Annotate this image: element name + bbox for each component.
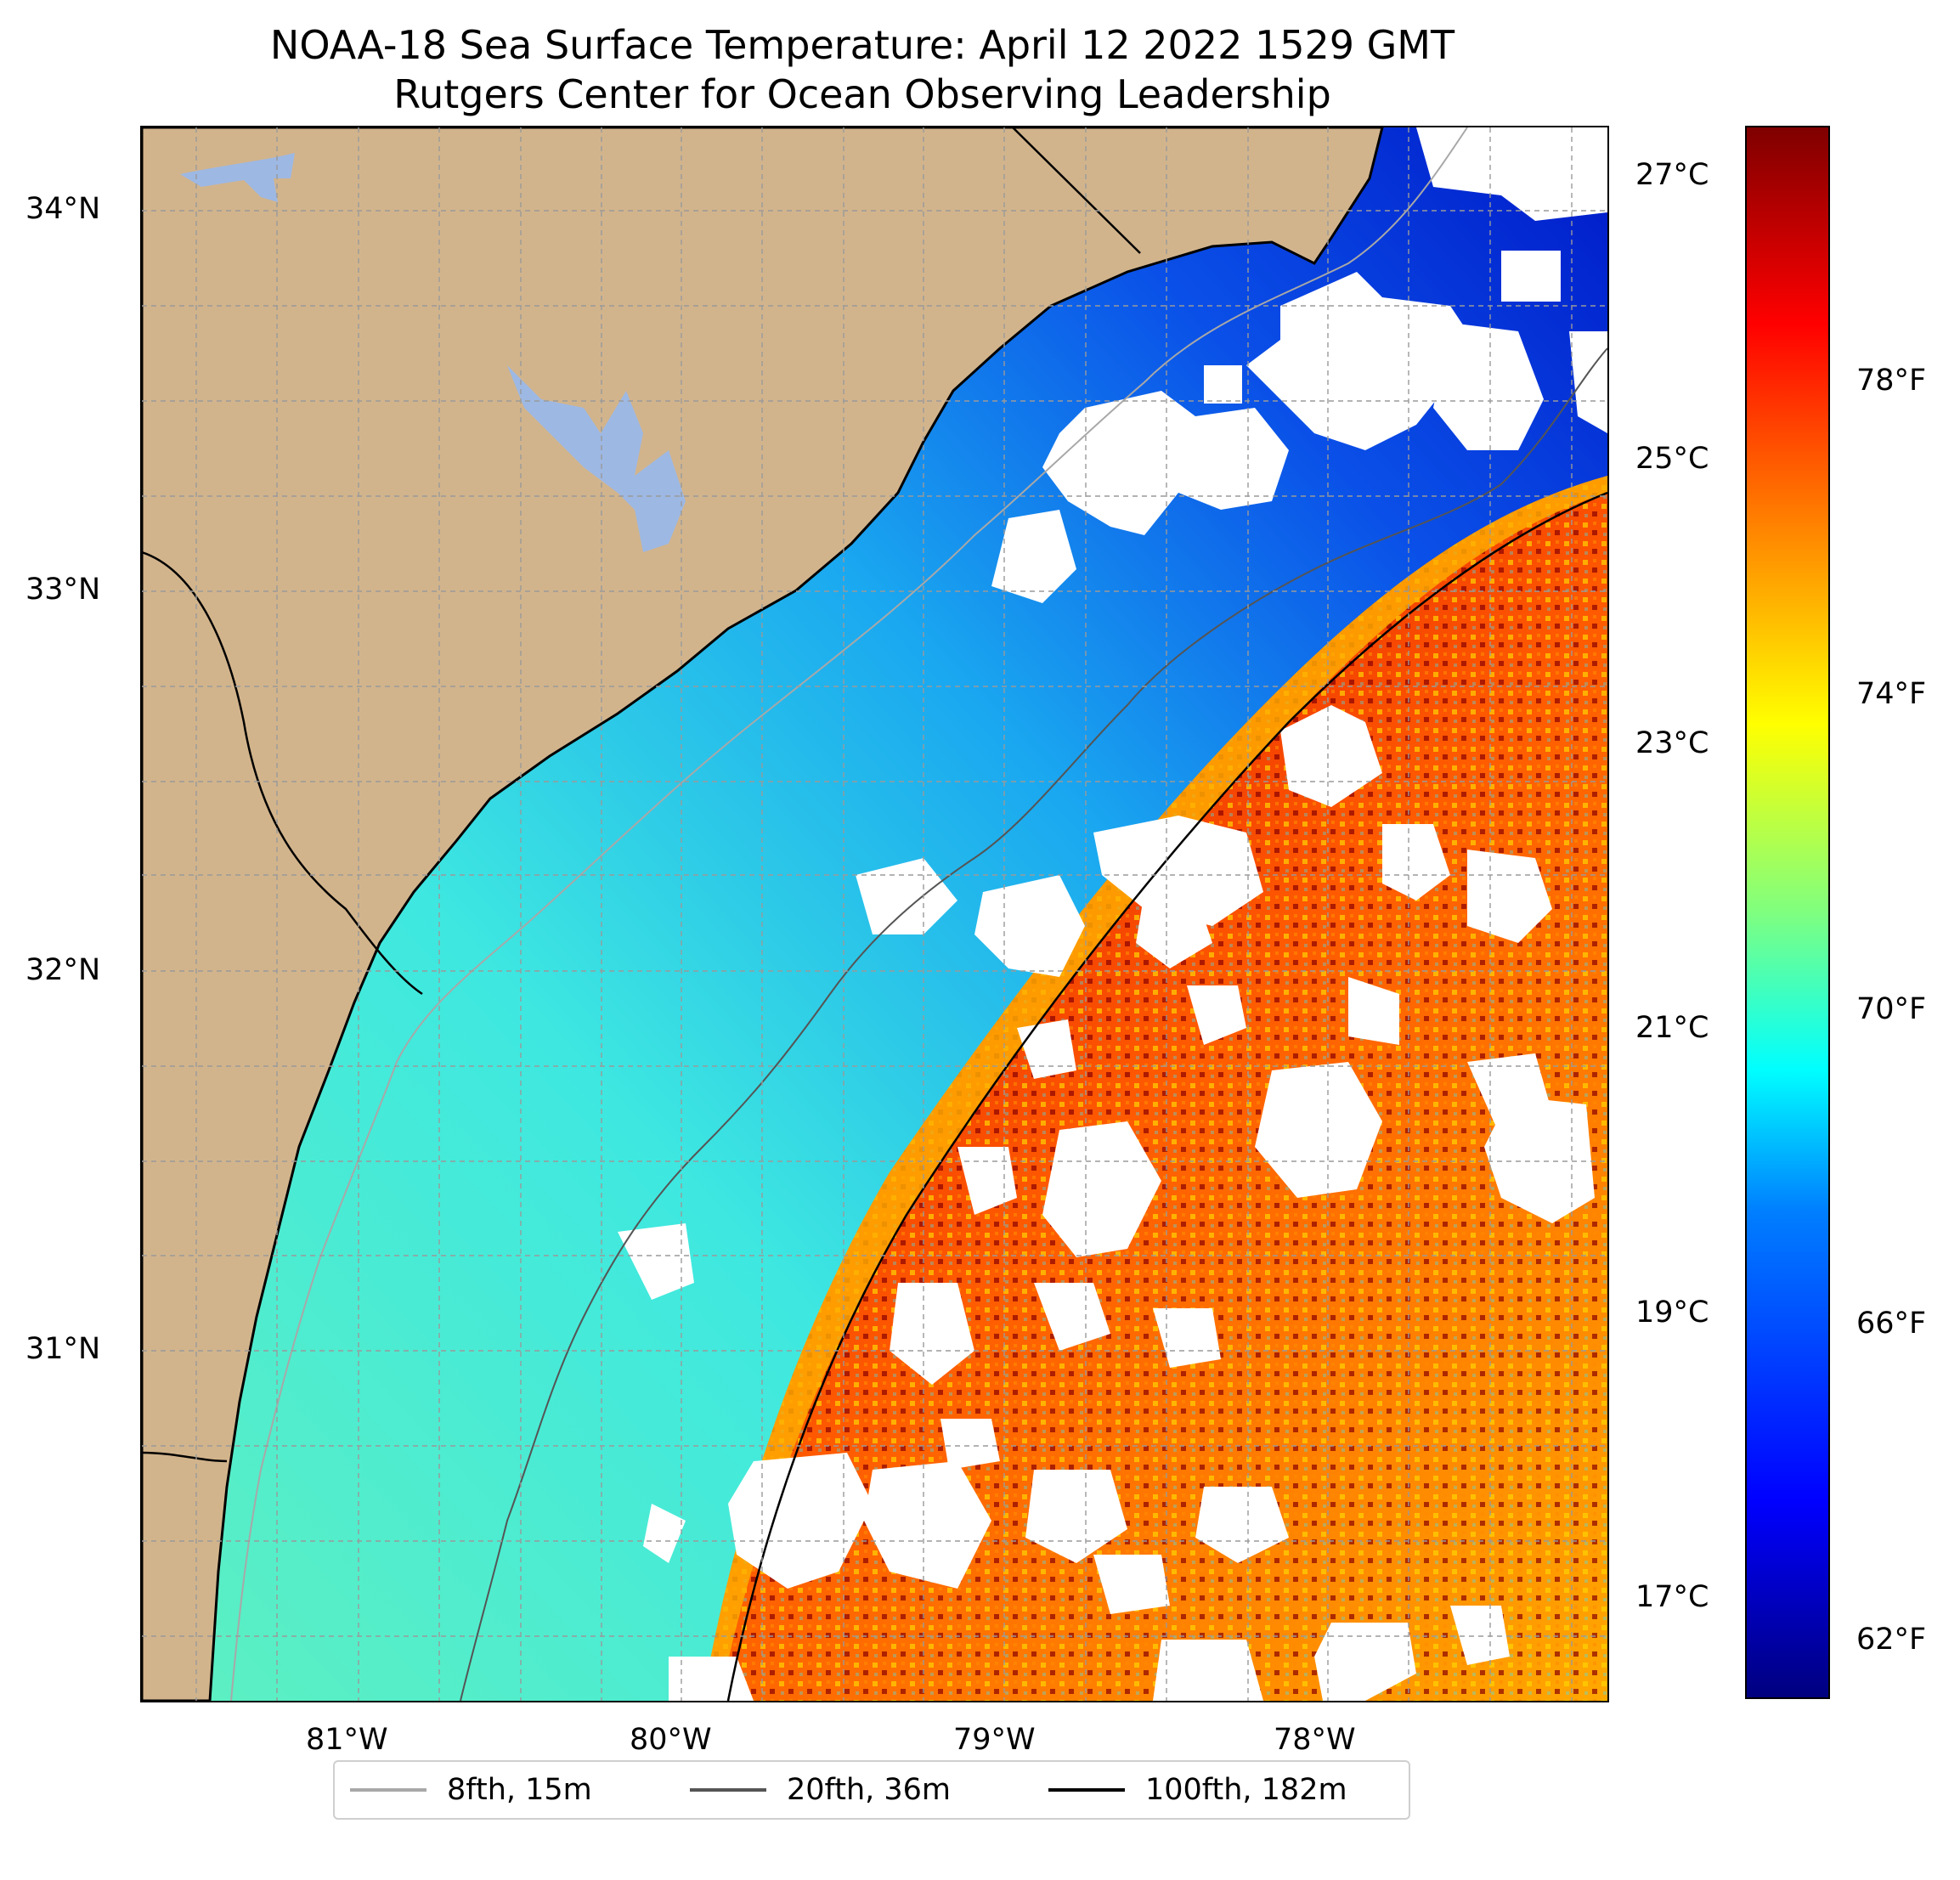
land [142,127,1384,1701]
isobath-15m [230,127,1468,1701]
isobath-182m [726,491,1607,1701]
temperature-colorbar [1745,126,1830,1699]
legend-swatch-36m [690,1788,766,1792]
cbar-label-23c: 23°C [1635,726,1709,760]
legend-item-182m: 100fth, 182m [1048,1762,1347,1818]
lake-marion-moultrie [507,365,686,552]
lon-label-78w: 78°W [1274,1723,1356,1757]
cbar-label-74f: 74°F [1856,677,1927,711]
cbar-label-70f: 70°F [1856,992,1927,1026]
legend-swatch-15m [350,1788,426,1792]
lake-north [180,153,295,202]
legend-label-15m: 8fth, 15m [447,1773,592,1807]
cbar-label-25c: 25°C [1635,442,1709,476]
isobath-36m [460,347,1607,1701]
lon-label-81w: 81°W [306,1723,388,1757]
lon-label-79w: 79°W [953,1723,1036,1757]
isobath-legend: 8fth, 15m 20fth, 36m 100fth, 182m [333,1760,1410,1820]
state-border-nc-sc [1012,127,1141,254]
cbar-label-27c: 27°C [1635,158,1709,192]
legend-label-182m: 100fth, 182m [1145,1773,1347,1807]
cbar-label-78f: 78°F [1856,364,1927,398]
legend-swatch-182m [1048,1788,1125,1792]
chart-title: NOAA-18 Sea Surface Temperature: April 1… [269,22,1455,68]
cbar-label-17c: 17°C [1635,1580,1709,1614]
graticule [142,127,1607,1701]
lat-label-31n: 31°N [25,1332,101,1366]
lat-label-32n: 32°N [25,953,101,987]
legend-item-36m: 20fth, 36m [690,1762,951,1818]
legend-label-36m: 20fth, 36m [787,1773,952,1807]
lon-label-80w: 80°W [630,1723,712,1757]
cbar-label-19c: 19°C [1635,1296,1709,1330]
state-border-sc-ga [142,550,423,996]
lat-label-33n: 33°N [25,573,101,607]
cbar-label-66f: 66°F [1856,1307,1927,1341]
cbar-label-21c: 21°C [1635,1011,1709,1045]
chart-subtitle: Rutgers Center for Ocean Observing Leade… [393,71,1331,117]
legend-item-15m: 8fth, 15m [350,1762,592,1818]
cloud-masks [618,127,1607,1701]
state-border-ga-fl [142,1451,228,1463]
sst-map [140,126,1609,1702]
cbar-label-62f: 62°F [1856,1623,1927,1657]
lat-label-34n: 34°N [25,192,101,226]
map-canvas [142,127,1607,1701]
